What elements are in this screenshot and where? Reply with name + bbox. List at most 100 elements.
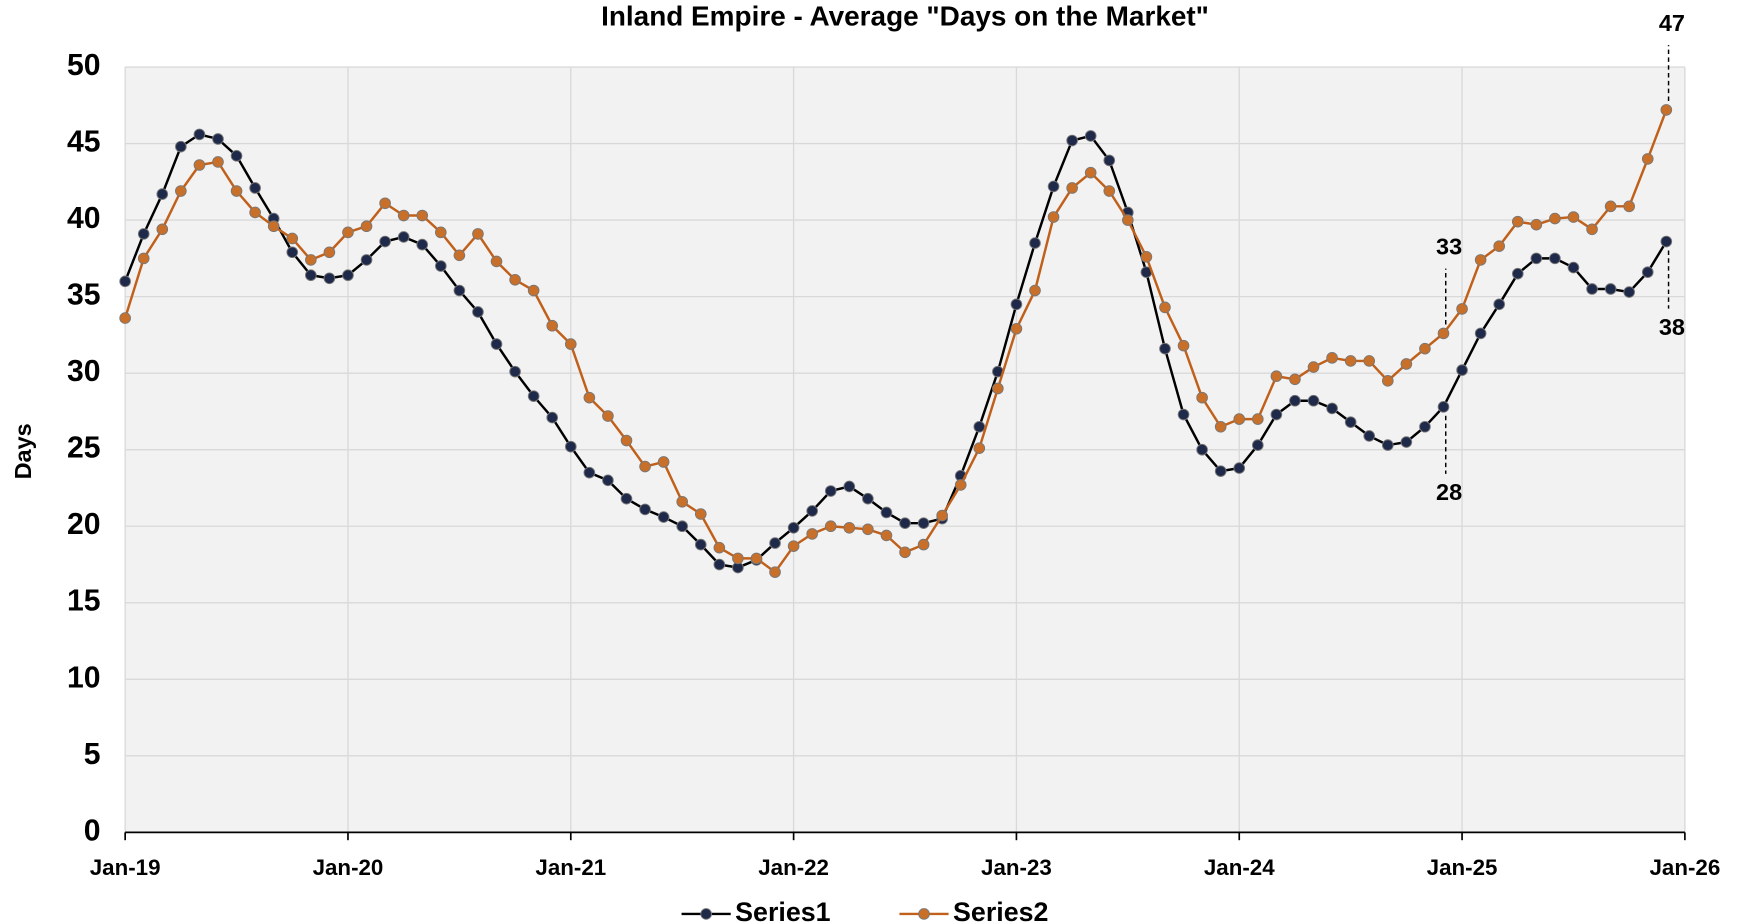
data-point (992, 382, 1004, 395)
data-point (1363, 355, 1376, 367)
y-tick-label: 35 (67, 279, 101, 312)
data-point (620, 492, 633, 505)
data-label: 38 (1659, 314, 1685, 340)
x-tick-label: Jan-21 (535, 855, 606, 880)
data-point (323, 246, 336, 259)
data-point (416, 238, 429, 251)
data-point (323, 272, 336, 285)
data-point (1641, 266, 1654, 278)
data-point (175, 140, 187, 153)
data-point (1010, 298, 1023, 311)
data-point (843, 480, 856, 493)
data-point (936, 509, 948, 522)
data-point (1511, 215, 1524, 228)
data-point (342, 226, 354, 239)
data-point (267, 220, 280, 233)
data-point (657, 511, 670, 523)
data-point (249, 206, 261, 219)
y-tick-label: 25 (67, 432, 101, 465)
data-point (230, 185, 243, 197)
y-tick-label: 40 (67, 202, 101, 235)
data-point (1103, 154, 1116, 167)
data-point (1289, 394, 1301, 407)
data-point (1252, 439, 1264, 451)
data-point (1511, 267, 1524, 280)
y-tick-label: 10 (67, 661, 101, 694)
data-point (769, 566, 781, 578)
data-point (286, 246, 299, 259)
data-point (1066, 134, 1078, 147)
data-point (843, 521, 856, 534)
data-point (1344, 416, 1357, 428)
data-point (1122, 214, 1134, 226)
data-point (1474, 327, 1487, 340)
data-point (1214, 420, 1227, 433)
data-point (379, 235, 391, 248)
data-point (305, 254, 317, 266)
data-point (453, 284, 466, 297)
data-point (1177, 339, 1190, 352)
data-point (1456, 364, 1468, 376)
data-point (1029, 237, 1041, 249)
data-point (1307, 394, 1320, 407)
data-point (1586, 223, 1598, 236)
data-point (1307, 361, 1320, 373)
data-point (676, 495, 689, 508)
data-point (193, 128, 206, 141)
data-point (1326, 402, 1338, 415)
data-point (137, 228, 150, 240)
data-point (1326, 352, 1338, 364)
data-point (360, 220, 373, 233)
data-point (397, 231, 410, 243)
data-point (379, 197, 391, 210)
x-tick-label: Jan-20 (313, 855, 384, 880)
data-point (1493, 298, 1506, 311)
data-point (1252, 413, 1264, 425)
data-point (1549, 252, 1561, 265)
data-point (620, 434, 633, 447)
data-point (1400, 436, 1413, 448)
data-point (175, 185, 187, 197)
data-point (862, 523, 874, 536)
data-point (806, 505, 818, 517)
data-point (1214, 465, 1227, 477)
data-point (583, 466, 596, 479)
data-point (862, 492, 874, 505)
y-tick-label: 50 (67, 49, 101, 82)
data-point (1159, 301, 1171, 314)
data-point (973, 420, 986, 433)
data-point (954, 479, 967, 491)
y-tick-label: 0 (84, 814, 101, 847)
data-point (1419, 342, 1431, 355)
data-point (527, 284, 540, 297)
data-point (212, 156, 224, 168)
y-tick-label: 15 (67, 585, 101, 618)
data-point (1196, 391, 1208, 404)
data-point (564, 440, 577, 453)
data-point (917, 538, 930, 551)
data-point (1196, 443, 1208, 456)
data-point (639, 460, 651, 473)
data-point (694, 538, 707, 551)
data-point (917, 517, 930, 529)
data-point (973, 442, 986, 454)
data-point (546, 411, 559, 424)
data-point (1567, 261, 1580, 274)
chart-title: Inland Empire - Average "Days on the Mar… (601, 0, 1209, 31)
data-point (583, 391, 596, 404)
data-point (1066, 182, 1078, 194)
data-point (230, 150, 243, 162)
data-point (732, 552, 744, 565)
data-point (1233, 462, 1246, 474)
x-tick-label: Jan-24 (1204, 855, 1275, 880)
data-point (1047, 180, 1060, 193)
data-point (249, 182, 261, 194)
data-point (694, 508, 707, 520)
data-point (787, 521, 800, 534)
data-point (1381, 439, 1394, 451)
data-point (824, 485, 837, 497)
data-point (342, 269, 354, 282)
legend-marker (700, 908, 712, 920)
data-point (1047, 211, 1060, 223)
